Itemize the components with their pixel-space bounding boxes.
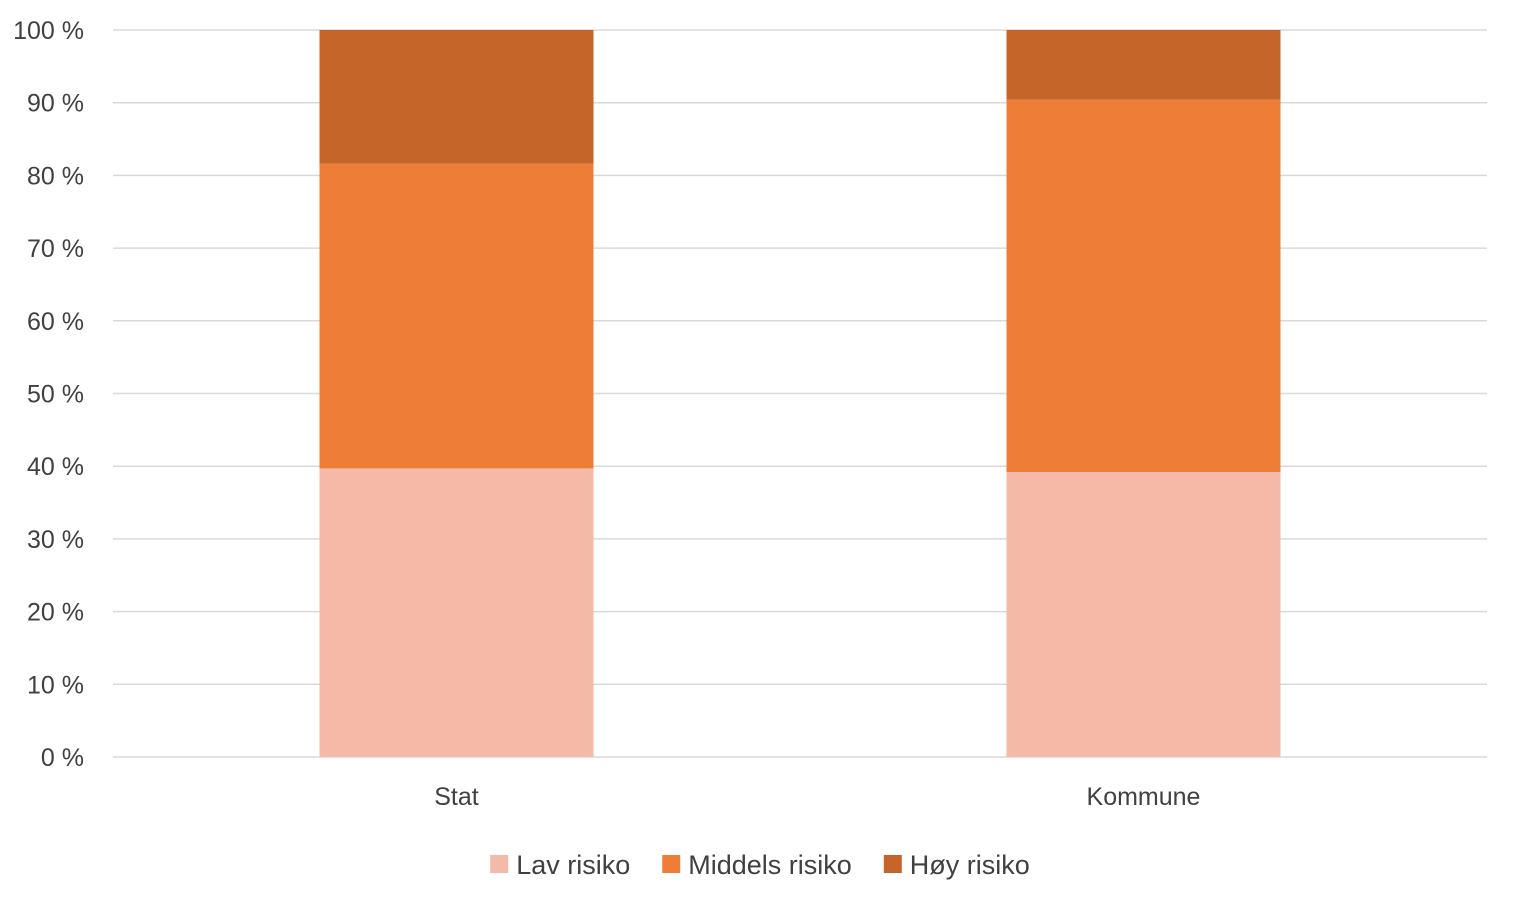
- y-tick-label: 40 %: [27, 453, 84, 481]
- y-tick-label: 60 %: [27, 308, 84, 336]
- bar-segment: [1006, 99, 1281, 473]
- y-tick-label: 90 %: [27, 90, 84, 118]
- legend-swatch: [662, 855, 681, 873]
- legend-label: Lav risiko: [516, 850, 630, 880]
- legend: Lav risiko Middels risiko Høy risiko: [490, 850, 1030, 880]
- legend-swatch: [490, 855, 509, 873]
- bar-segment: [319, 30, 594, 164]
- y-tick-label: 0 %: [41, 744, 84, 772]
- x-category-label: Kommune: [1087, 783, 1201, 811]
- x-axis-category-labels: Stat Kommune: [434, 783, 1200, 811]
- y-tick-label: 80 %: [27, 162, 84, 190]
- bars: [319, 30, 1281, 757]
- legend-label: Høy risiko: [910, 850, 1030, 880]
- legend-label: Middels risiko: [688, 850, 852, 880]
- y-tick-label: 70 %: [27, 235, 84, 263]
- y-tick-label: 50 %: [27, 381, 84, 409]
- legend-swatch: [883, 855, 902, 873]
- y-tick-label: 20 %: [27, 599, 84, 627]
- gridlines: [113, 29, 1487, 758]
- y-tick-label: 30 %: [27, 526, 84, 554]
- bar-segment: [319, 468, 594, 757]
- bar-segment: [1006, 30, 1281, 100]
- bar-segment: [1006, 472, 1281, 757]
- y-tick-label: 100 %: [13, 17, 84, 45]
- x-category-label: Stat: [434, 783, 479, 811]
- bar-segment: [319, 163, 594, 469]
- y-tick-label: 10 %: [27, 671, 84, 699]
- y-axis-tick-labels: 0 % 10 % 20 % 30 % 40 % 50 % 60 % 70 % 80 % 90 % 1…: [13, 17, 84, 772]
